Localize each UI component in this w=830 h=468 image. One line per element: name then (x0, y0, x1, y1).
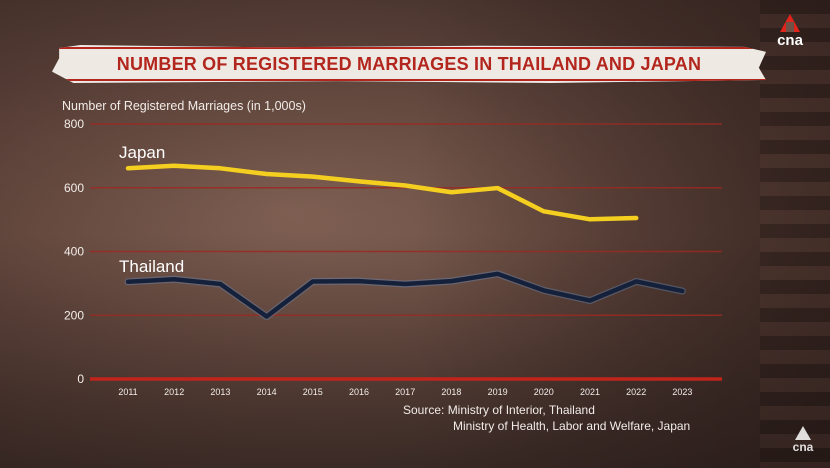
cna-watermark-text: cna (792, 440, 814, 454)
y-tick-label: 200 (64, 308, 84, 322)
cna-watermark-icon: cna (788, 426, 818, 458)
source-note: Source: Ministry of Interior, Thailand M… (403, 402, 690, 434)
series-label-thailand: Thailand (119, 257, 184, 276)
x-tick-label: 2022 (626, 387, 646, 397)
banner-top-rule (52, 47, 766, 49)
cna-logo-text: cna (777, 32, 803, 49)
x-tick-label: 2019 (488, 387, 508, 397)
decorative-ornament (760, 0, 830, 468)
source-line-1: Source: Ministry of Interior, Thailand (403, 403, 595, 417)
cna-watermark-mark (795, 426, 811, 440)
x-tick-label: 2018 (441, 387, 461, 397)
x-tick-label: 2023 (672, 387, 692, 397)
x-tick-label: 2012 (164, 387, 184, 397)
cna-logo-icon: cna (772, 14, 808, 54)
y-tick-label: 800 (64, 117, 84, 131)
x-tick-label: 2015 (303, 387, 323, 397)
cna-logo-mark (780, 14, 800, 32)
y-tick-label: 0 (77, 372, 84, 386)
y-axis-label: Number of Registered Marriages (in 1,000… (62, 99, 306, 113)
series-label-japan: Japan (119, 143, 165, 162)
x-tick-label: 2021 (580, 387, 600, 397)
x-tick-label: 2020 (534, 387, 554, 397)
x-tick-label: 2017 (395, 387, 415, 397)
x-tick-label: 2014 (257, 387, 277, 397)
banner-bottom-rule (52, 79, 766, 81)
source-line-2: Ministry of Health, Labor and Welfare, J… (453, 419, 691, 433)
series-line-japan (125, 163, 639, 222)
y-tick-label: 600 (64, 181, 84, 195)
x-tick-label: 2013 (210, 387, 230, 397)
chart-title: NUMBER OF REGISTERED MARRIAGES IN THAILA… (116, 54, 702, 74)
title-banner: NUMBER OF REGISTERED MARRIAGES IN THAILA… (52, 45, 766, 83)
x-tick-label: 2016 (349, 387, 369, 397)
y-tick-label: 400 (64, 245, 84, 259)
x-tick-label: 2011 (118, 387, 137, 397)
